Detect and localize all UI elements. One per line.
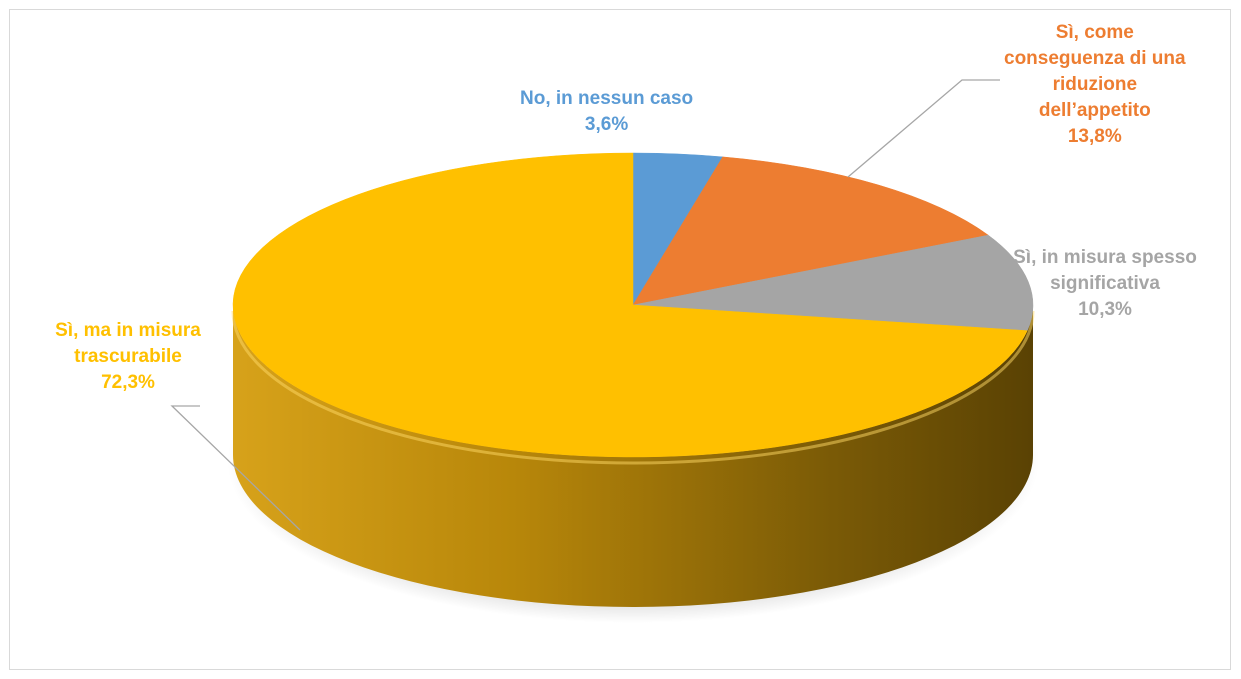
slice-label-trascurabile-text-2: trascurabile — [74, 346, 182, 367]
slice-label-trascurabile-pct: 72,3% — [101, 372, 155, 393]
slice-label-come-pct: 13,8% — [1067, 126, 1122, 147]
slice-label-trascurabile: Sì, ma in misura trascurabile 72,3% — [28, 318, 228, 396]
pie-slice-2 — [632, 234, 1034, 331]
slice-label-come-text-4: dell’appetito — [1038, 100, 1151, 121]
slice-label-come: Sì, come conseguenza di una riduzione de… — [1004, 20, 1186, 150]
slice-label-come-text-1: Sì, come — [1055, 22, 1134, 43]
slice-label-no-text: No, in nessun caso — [520, 88, 694, 109]
slice-label-trascurabile-text-1: Sì, ma in misura — [55, 320, 201, 341]
slice-label-no: No, in nessun caso 3,6% — [520, 86, 693, 138]
pie-slice-1 — [632, 156, 989, 306]
slice-label-spesso-pct: 10,3% — [1078, 299, 1132, 320]
slice-label-spesso-text-1: Sì, in misura spesso — [1013, 247, 1197, 268]
slice-label-spesso-text-2: significativa — [1050, 273, 1160, 294]
pie-slice-3 — [232, 152, 1028, 458]
leader-line-come — [847, 79, 1000, 178]
slice-label-come-text-2: conseguenza di una — [1004, 48, 1186, 69]
pie-rim-highlight — [231, 310, 1035, 465]
slice-label-spesso: Sì, in misura spesso significativa 10,3% — [985, 245, 1225, 323]
pie-side-wall — [233, 305, 1033, 607]
slice-label-no-pct: 3,6% — [584, 114, 629, 135]
slice-label-come-text-3: riduzione — [1052, 74, 1138, 95]
leader-line-trascurabile — [170, 405, 301, 531]
